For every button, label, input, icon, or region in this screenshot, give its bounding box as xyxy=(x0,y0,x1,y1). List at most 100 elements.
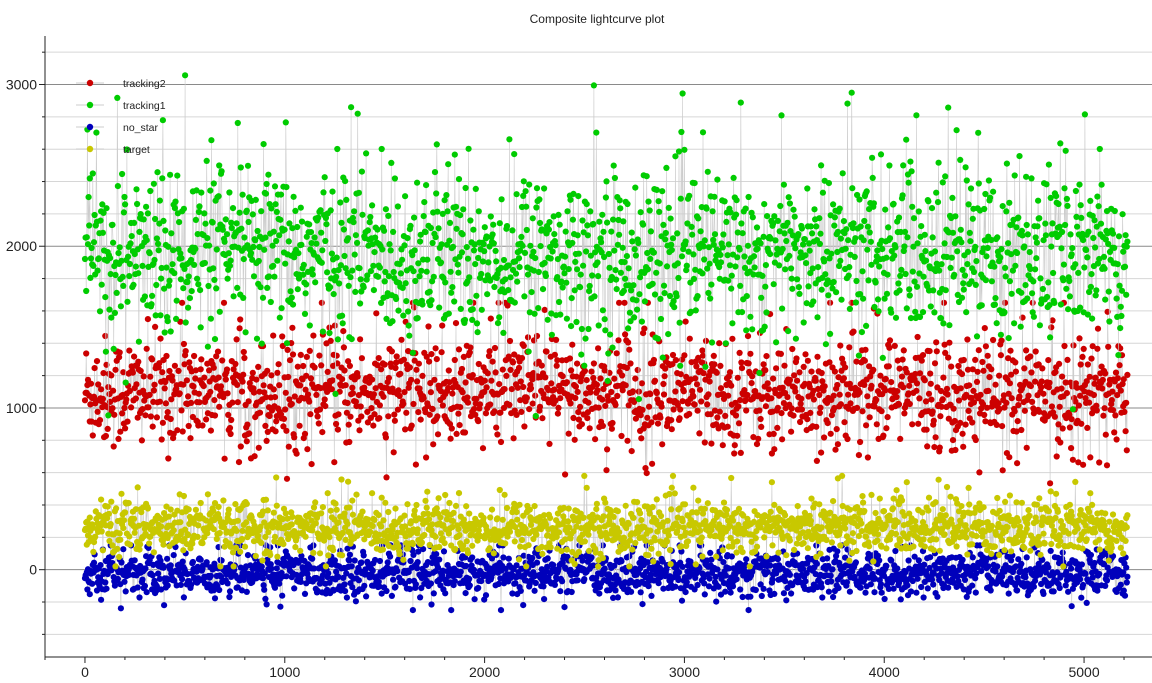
data-point-tracking1 xyxy=(860,295,867,302)
data-point-tracking2 xyxy=(376,402,383,409)
data-point-tracking2 xyxy=(227,430,234,438)
data-point-tracking1 xyxy=(760,233,767,240)
data-point-tracking2 xyxy=(1011,408,1018,415)
data-point-tracking1 xyxy=(329,188,336,195)
data-point-tracking2 xyxy=(756,407,763,414)
data-point-tracking2 xyxy=(1028,369,1035,376)
data-point-tracking2 xyxy=(271,394,279,401)
data-point-tracking1 xyxy=(234,284,241,291)
data-point-tracking2 xyxy=(555,404,562,411)
data-point-tracking1 xyxy=(1002,264,1009,271)
data-point-tracking1 xyxy=(843,226,850,233)
data-point-tracking2 xyxy=(178,407,185,414)
data-point-tracking2 xyxy=(651,377,659,384)
data-point-tracking2 xyxy=(182,348,189,355)
data-point-tracking2 xyxy=(111,411,118,418)
data-point-tracking2 xyxy=(1090,391,1097,399)
data-point-tracking1 xyxy=(148,301,155,308)
data-point-tracking2 xyxy=(304,391,312,398)
data-point-tracking2 xyxy=(328,386,335,393)
data-point-tracking2 xyxy=(196,399,203,406)
series-tracking1 xyxy=(81,72,1131,420)
data-point-tracking1 xyxy=(1063,285,1070,292)
data-point-tracking1 xyxy=(228,224,235,232)
data-point-tracking1 xyxy=(539,286,547,293)
data-point-tracking2 xyxy=(719,442,726,449)
data-point-tracking2 xyxy=(462,379,469,386)
data-point-tracking1 xyxy=(1069,245,1076,252)
data-point-tracking1 xyxy=(805,283,812,290)
data-point-tracking1 xyxy=(891,252,898,259)
data-point-tracking1 xyxy=(399,256,406,263)
data-point-tracking1 xyxy=(527,242,534,249)
data-point-tracking2 xyxy=(898,373,906,380)
data-point-tracking1 xyxy=(424,256,431,263)
data-point-tracking2 xyxy=(731,442,738,449)
data-point-tracking2 xyxy=(826,359,833,366)
data-point-tracking2 xyxy=(95,381,102,388)
data-point-tracking1 xyxy=(691,180,698,187)
data-point-tracking1 xyxy=(1122,232,1129,239)
data-point-tracking2 xyxy=(623,364,631,372)
data-point-tracking2 xyxy=(412,461,419,468)
data-point-tracking2 xyxy=(575,416,583,423)
data-point-tracking1 xyxy=(641,298,649,305)
data-point-tracking1 xyxy=(363,150,370,157)
data-point-tracking1 xyxy=(370,287,377,294)
data-point-tracking2 xyxy=(802,351,809,358)
data-point-tracking1 xyxy=(292,207,299,214)
data-point-tracking1 xyxy=(523,203,530,210)
data-point-tracking2 xyxy=(467,344,474,351)
data-point-tracking2 xyxy=(428,351,435,358)
data-point-tracking2 xyxy=(233,336,240,343)
data-point-tracking2 xyxy=(81,397,89,404)
data-point-tracking1 xyxy=(276,314,283,321)
data-point-tracking1 xyxy=(1067,231,1074,238)
data-point-tracking2 xyxy=(1042,398,1049,405)
data-point-tracking1 xyxy=(295,250,302,257)
data-point-tracking1 xyxy=(1012,262,1019,269)
data-point-tracking2 xyxy=(357,336,364,343)
data-point-tracking2 xyxy=(565,430,572,437)
data-point-tracking2 xyxy=(918,357,925,364)
data-point-tracking2 xyxy=(99,395,106,402)
data-point-tracking2 xyxy=(156,398,163,405)
data-point-tracking1 xyxy=(738,309,746,316)
data-point-no_star xyxy=(892,547,899,555)
data-point-no_star xyxy=(117,605,124,612)
data-point-tracking1 xyxy=(86,222,93,229)
data-point-tracking1 xyxy=(579,217,586,224)
data-point-tracking1 xyxy=(667,215,674,222)
data-point-tracking1 xyxy=(93,129,100,136)
data-point-no_star xyxy=(722,572,729,579)
data-point-tracking1 xyxy=(594,259,601,266)
data-point-tracking2 xyxy=(866,363,873,370)
data-point-tracking2 xyxy=(933,348,940,355)
data-point-tracking2 xyxy=(861,357,869,364)
data-point-tracking1 xyxy=(254,227,261,235)
data-point-tracking1 xyxy=(1032,234,1039,241)
data-point-tracking1 xyxy=(726,262,734,269)
data-point-tracking1 xyxy=(170,247,177,254)
data-point-tracking2 xyxy=(241,354,248,362)
data-point-no_star xyxy=(846,588,854,595)
data-point-tracking1 xyxy=(1102,296,1109,303)
data-point-no_star xyxy=(161,602,168,609)
data-point-tracking1 xyxy=(783,237,790,245)
data-point-tracking1 xyxy=(123,146,130,153)
data-point-tracking1 xyxy=(181,265,188,272)
data-point-tracking2 xyxy=(1094,325,1102,332)
data-point-no_star xyxy=(747,593,754,600)
data-point-tracking1 xyxy=(496,314,503,321)
data-point-tracking2 xyxy=(840,375,848,382)
data-point-tracking1 xyxy=(659,354,666,361)
data-point-no_star xyxy=(120,546,127,553)
data-point-tracking2 xyxy=(488,377,495,384)
data-point-tracking2 xyxy=(126,347,133,354)
data-point-tracking2 xyxy=(275,361,282,368)
data-point-tracking1 xyxy=(575,193,582,200)
data-point-tracking1 xyxy=(81,255,89,263)
data-point-tracking2 xyxy=(958,371,966,378)
data-point-tracking1 xyxy=(521,249,529,256)
data-point-no_star xyxy=(834,548,841,555)
